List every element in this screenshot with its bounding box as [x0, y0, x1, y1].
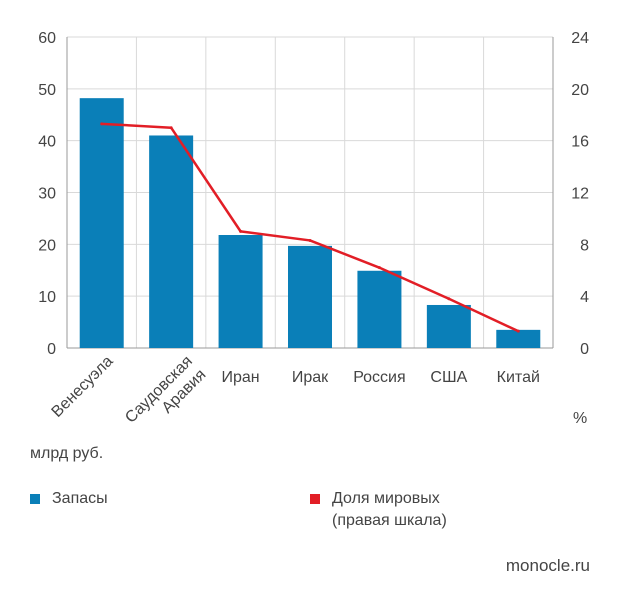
category-label-4: Россия	[353, 369, 405, 386]
legend-swatch-bars	[30, 494, 40, 504]
chart: 0 10 20 30 40 50 60 0 4 8 12 16 20 24 Венесуэла Саудовс…	[38, 30, 589, 427]
y-right-tick-label-1: 4	[580, 289, 589, 306]
share-point-2	[239, 229, 243, 233]
share-point-1	[169, 126, 173, 130]
category-label-0: Венесуэла	[49, 353, 117, 421]
source-label: monocle.ru	[505, 556, 590, 575]
legend-label-share: Доля мировых (правая шкала)	[332, 488, 447, 532]
y-left-tick-label-4: 40	[38, 134, 56, 151]
y-left-tick-label-3: 30	[38, 186, 56, 203]
y-left-tick-label-0: 0	[47, 341, 56, 358]
legend-item-share: Доля мировых (правая шкала)	[310, 488, 447, 532]
category-label-6: Китай	[497, 369, 540, 386]
y-right-tick-label-5: 20	[571, 82, 589, 99]
bar-6	[496, 329, 541, 348]
category-label-5: США	[430, 369, 467, 386]
bar-0	[79, 98, 124, 348]
legend-label-share-line1: Доля мировых	[332, 490, 440, 507]
category-label-0-line-0: Венесуэла	[49, 353, 117, 421]
share-point-4	[377, 266, 381, 270]
left-axis-unit: млрд руб.	[30, 445, 104, 462]
bar-5	[426, 304, 471, 348]
right-axis-unit: %	[573, 410, 588, 427]
y-left-tick-label-2: 20	[38, 237, 56, 254]
y-right-tick-label-6: 24	[571, 30, 589, 47]
share-point-0	[100, 122, 104, 126]
y-left-tick-label-6: 60	[38, 30, 56, 47]
bar-2	[218, 235, 263, 348]
bar-3	[288, 245, 332, 348]
legend-swatch-line	[310, 494, 320, 504]
category-label-3: Ирак	[292, 369, 329, 386]
bar-1	[149, 135, 194, 348]
y-right-tick-label-4: 16	[571, 134, 589, 151]
bar-4	[357, 270, 402, 348]
y-right-tick-label-2: 8	[580, 237, 589, 254]
legend-label-share-line2: (правая шкала)	[332, 512, 447, 529]
share-point-3	[308, 238, 312, 242]
legend-label-reserves: Запасы	[52, 490, 108, 507]
y-right-tick-label-3: 12	[571, 186, 589, 203]
y-left-tick-label-5: 50	[38, 82, 56, 99]
category-label-2: Иран	[222, 369, 260, 386]
share-point-6	[516, 329, 520, 333]
share-point-5	[447, 297, 451, 301]
legend-item-reserves: Запасы	[30, 488, 108, 510]
y-left-tick-label-1: 10	[38, 289, 56, 306]
y-right-tick-label-0: 0	[580, 341, 589, 358]
